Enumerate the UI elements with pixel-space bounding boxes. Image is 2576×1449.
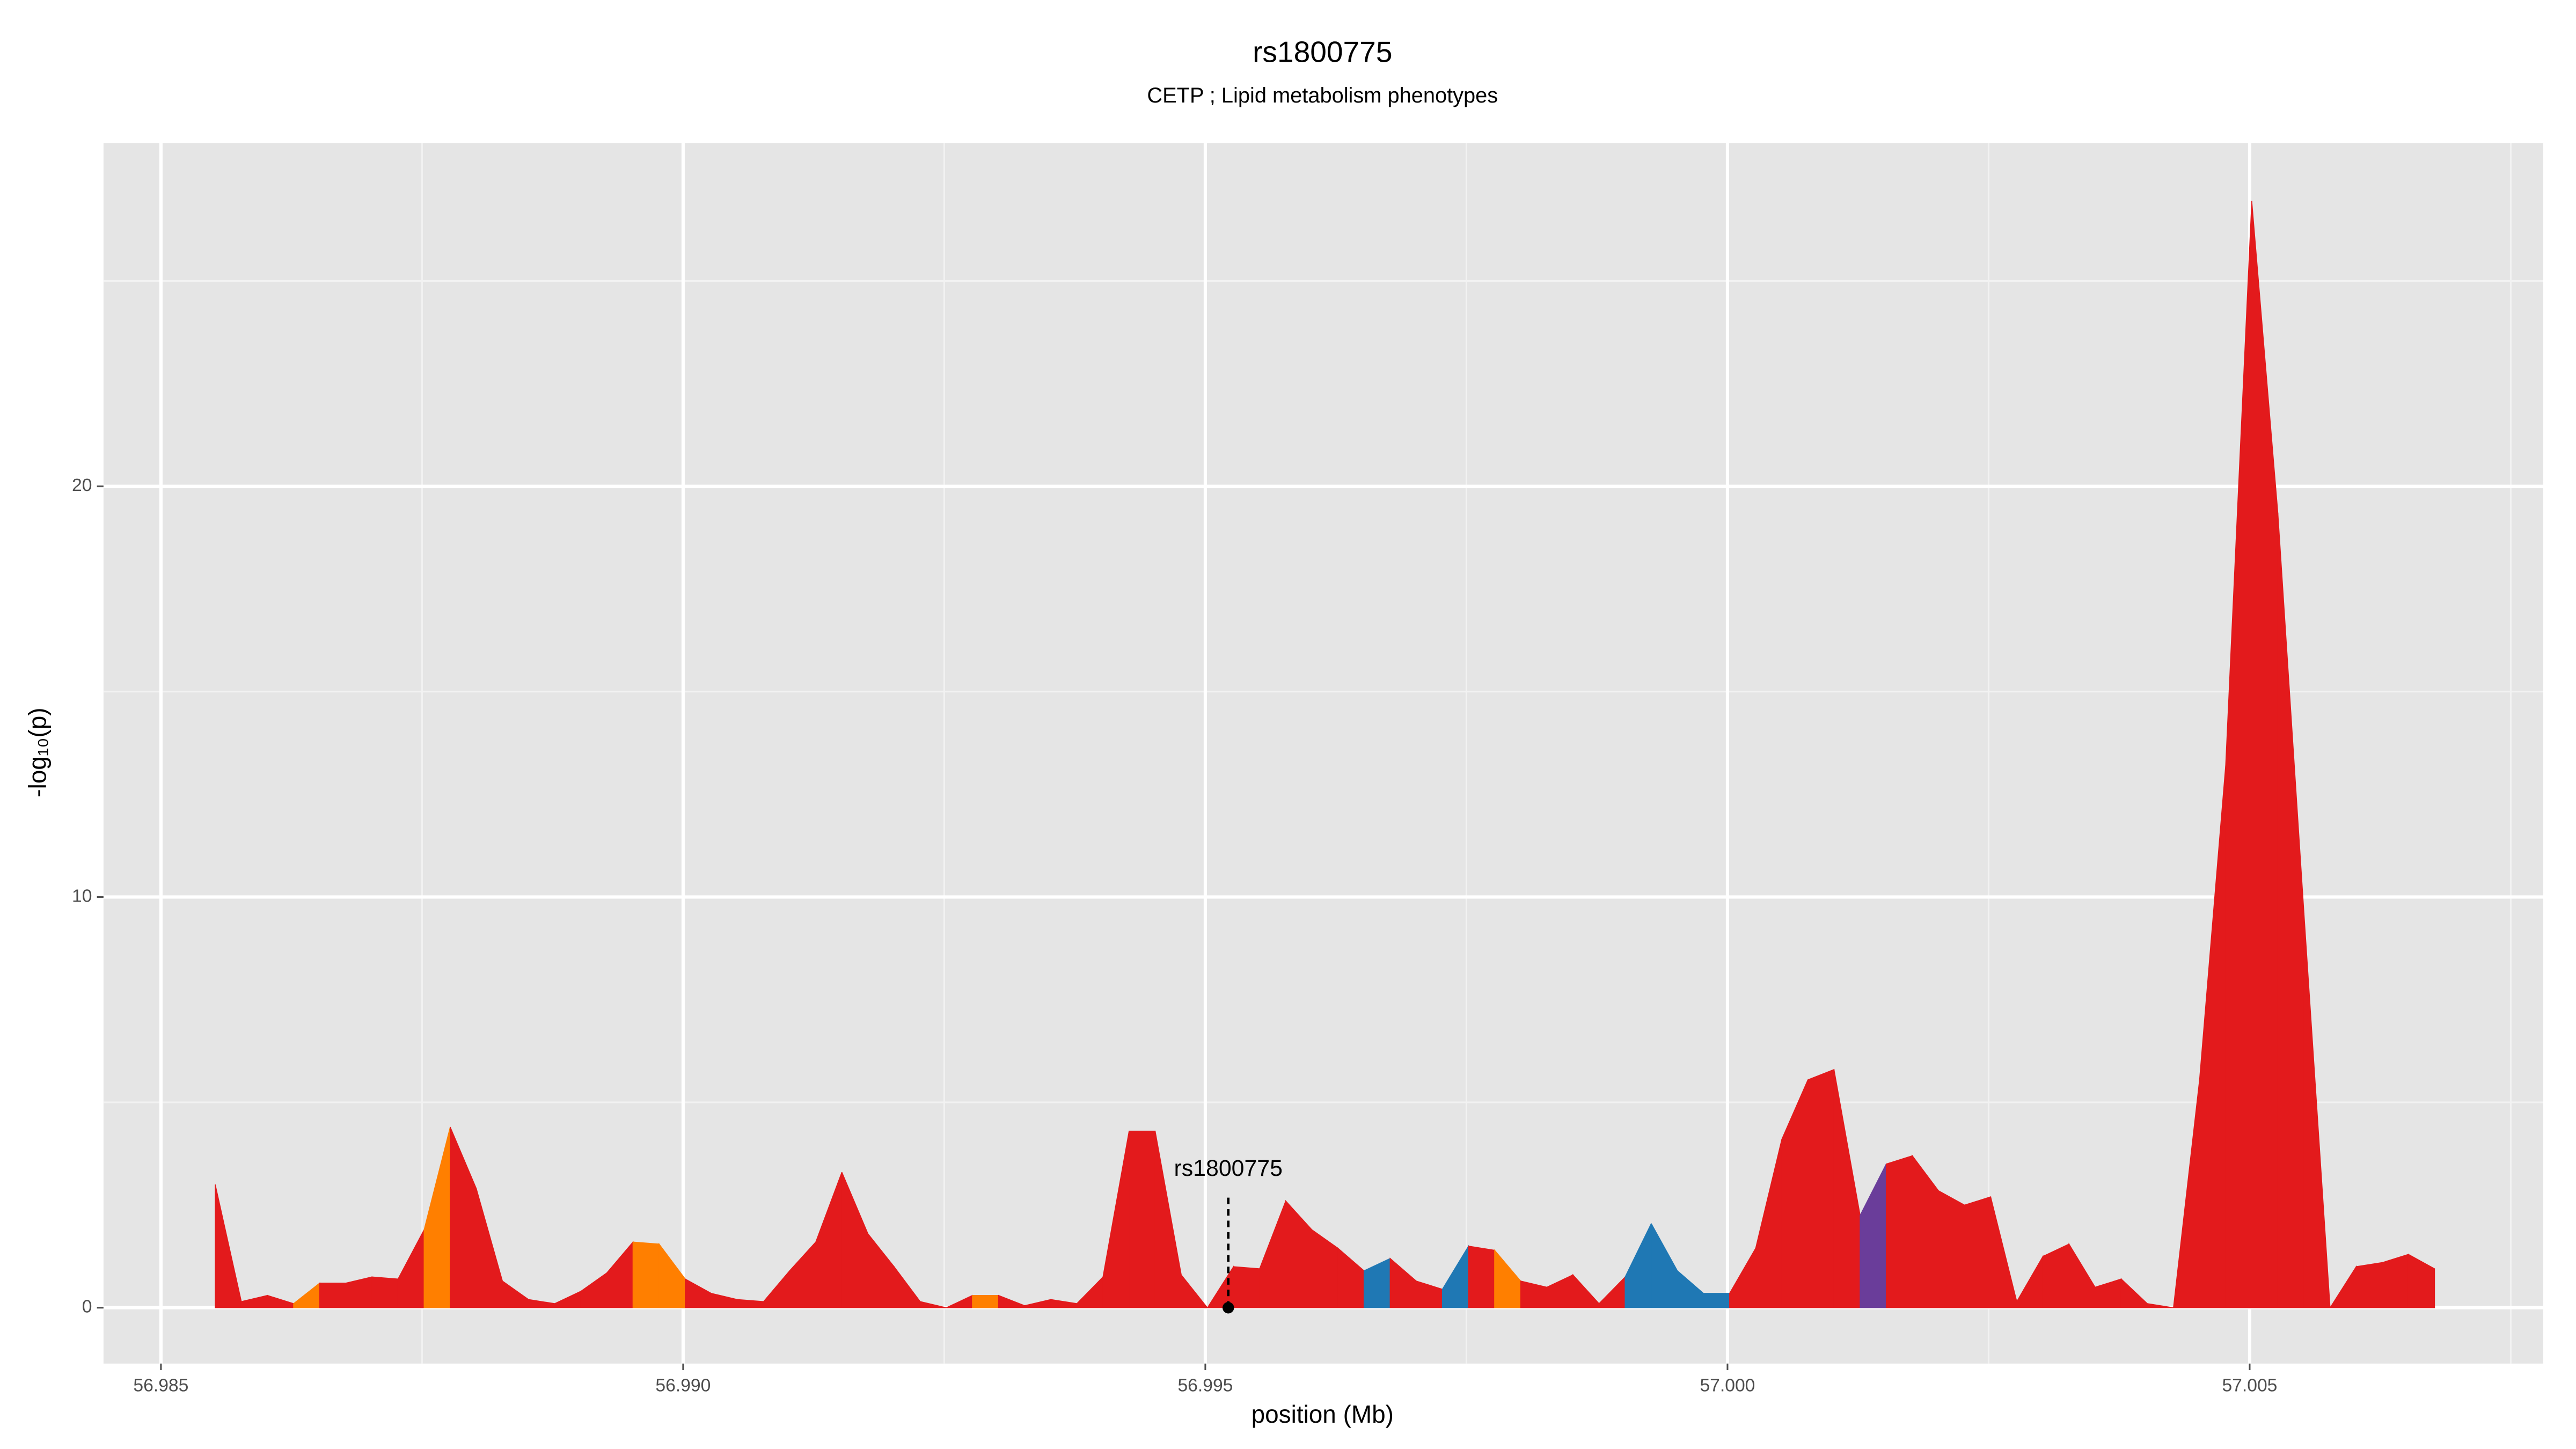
chart-subtitle: CETP ; Lipid metabolism phenotypes: [1147, 84, 1498, 107]
area-segment: [2407, 1253, 2435, 1308]
y-axis-label: -log₁₀(p): [24, 707, 52, 797]
annotation-label: rs1800775: [1174, 1155, 1282, 1181]
area-segment: [1938, 1190, 1965, 1308]
x-tick-label: 56.995: [1177, 1376, 1233, 1396]
area-segment: [2355, 1262, 2383, 1308]
area-segment: [1468, 1246, 1495, 1308]
area-segment: [2303, 913, 2331, 1308]
areas: [215, 201, 2435, 1308]
area-segment: [2147, 1303, 2174, 1308]
annotation-point: [1223, 1302, 1234, 1314]
area-segment: [319, 1283, 347, 1308]
plot-panel: [103, 143, 2543, 1364]
area-segment: [1181, 1274, 1209, 1308]
y-tick-label: 20: [72, 475, 92, 495]
ticks: 0 10 20 56.985 56.990 56.995 57.000 57.005 rs180…: [72, 475, 2277, 1396]
area-segment: [1885, 1155, 1913, 1308]
area-segment: [1807, 1069, 1835, 1308]
chart-title: rs1800775: [1253, 35, 1392, 69]
y-tick-label: 10: [72, 886, 92, 906]
area-segment: [1129, 1130, 1156, 1308]
x-tick-label: 57.000: [1700, 1376, 1755, 1396]
y-tick-label: 0: [82, 1297, 92, 1317]
x-axis-label: position (Mb): [1252, 1400, 1394, 1428]
area-segment: [632, 1241, 660, 1308]
x-tick-label: 56.985: [133, 1376, 188, 1396]
area-segment: [2382, 1254, 2409, 1308]
area-segment: [972, 1295, 999, 1308]
area-segment: [1964, 1196, 1992, 1308]
x-tick-label: 57.005: [2222, 1376, 2277, 1396]
area-segment: [1703, 1293, 1730, 1308]
area-segment: [919, 1301, 947, 1308]
area-segment: [1233, 1266, 1260, 1308]
x-tick-label: 56.990: [655, 1376, 711, 1396]
area-segment: [371, 1276, 399, 1308]
